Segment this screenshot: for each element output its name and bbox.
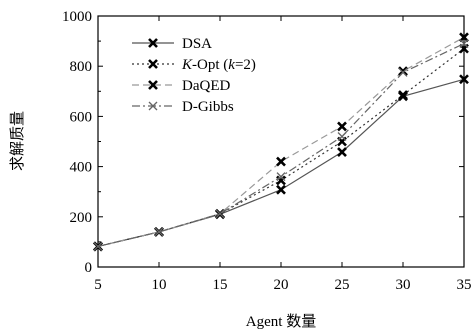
data-point	[276, 172, 286, 182]
data-point	[154, 227, 164, 237]
y-tick-label: 800	[70, 59, 93, 75]
x-tick-label: 20	[274, 277, 289, 293]
data-point	[276, 184, 286, 195]
data-point	[459, 32, 469, 43]
x-tick-label: 30	[396, 277, 411, 293]
x-axis-label: Agent 数量	[246, 313, 316, 330]
data-point	[398, 90, 408, 100]
legend-entry: D-Gibbs	[132, 99, 234, 115]
x-tick-label: 10	[152, 277, 167, 293]
x-tick-label: 35	[457, 277, 472, 293]
series-1	[93, 43, 469, 252]
data-point	[215, 209, 225, 219]
data-point	[398, 66, 408, 77]
data-point	[459, 74, 469, 85]
legend-marker	[148, 38, 158, 48]
legend-entry: DaQED	[132, 78, 230, 94]
data-point	[337, 121, 347, 132]
legend-marker	[148, 101, 158, 111]
legend: DSA K-Opt (k=2) DaQED D-Gibbs	[132, 36, 256, 115]
plot-frame	[97, 15, 465, 268]
x-tick-label: 5	[94, 277, 102, 293]
legend-entry: K-Opt (k=2)	[132, 57, 256, 73]
legend-label: K-Opt (k=2)	[181, 57, 256, 73]
data-point	[337, 147, 347, 157]
data-point	[276, 156, 286, 167]
series-line	[97, 43, 465, 247]
data-point	[459, 39, 469, 49]
y-tick-label: 200	[70, 210, 93, 226]
series-3	[93, 39, 469, 251]
legend-label: DSA	[182, 36, 212, 52]
legend-marker	[148, 80, 158, 90]
y-tick-label: 0	[85, 260, 93, 276]
x-tick-label: 15	[213, 277, 228, 293]
axes	[97, 15, 465, 268]
series-layer	[93, 32, 469, 252]
y-tick-label: 1000	[62, 9, 92, 25]
legend-label: DaQED	[182, 78, 230, 94]
y-tick-label: 400	[70, 160, 93, 176]
y-axis-label: 求解质量	[9, 111, 26, 171]
legend-marker	[148, 59, 158, 69]
series-line	[97, 36, 465, 247]
series-line	[97, 48, 465, 247]
y-tick-label: 600	[70, 109, 93, 125]
data-point	[337, 132, 347, 141]
legend-label: D-Gibbs	[182, 99, 234, 115]
data-point	[398, 68, 408, 77]
legend-entry: DSA	[132, 36, 212, 52]
x-tick-label: 25	[335, 277, 350, 293]
ticks-layer: 5 10 15 20 25 30 35 0 200 400 600 800 1000	[62, 9, 472, 293]
data-point	[93, 241, 103, 251]
